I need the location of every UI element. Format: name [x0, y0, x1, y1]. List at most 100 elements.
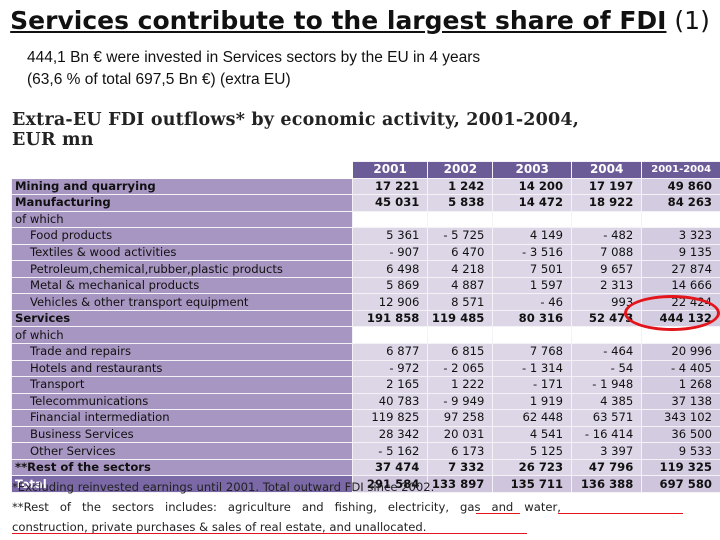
value-cell: 47 796 — [571, 458, 643, 477]
table-footnotes: *Excluding reinvested earnings until 200… — [12, 477, 702, 537]
value-cell: 7 768 — [492, 343, 573, 361]
value-cell: 37 138 — [641, 392, 720, 411]
slide-subtitle: 444,1 Bn € were invested in Services sec… — [27, 47, 707, 91]
value-cell: - 1 314 — [492, 359, 573, 378]
column-header: 2002 — [427, 161, 494, 179]
footnote-3: construction, private purchases & sales … — [12, 520, 427, 534]
table-row: Trade and repairs 6 877 6 815 7 768- 464 20 … — [11, 343, 720, 361]
value-cell: 343 102 — [641, 409, 720, 427]
value-cell: 6 815 — [427, 343, 494, 361]
table-row: Transport 2 165 1 222- 171- 1 948 1 268 — [11, 376, 720, 394]
value-cell: 12 906 — [351, 293, 429, 311]
value-cell: - 3 516 — [492, 243, 573, 262]
table-row: Total 291 584 133 897 135 711 136 388 697 580 — [11, 475, 720, 493]
value-cell — [571, 210, 643, 229]
row-label: Financial intermediation — [11, 409, 353, 427]
value-cell: 135 711 — [492, 475, 573, 493]
row-label: Vehicles & other transport equipment — [11, 293, 353, 311]
footnote-2: **Rest of the sectors includes: agricult… — [12, 500, 561, 514]
value-cell: 4 541 — [492, 425, 573, 444]
value-cell — [427, 210, 494, 229]
value-cell: - 16 414 — [571, 425, 643, 444]
value-cell: - 972 — [351, 359, 429, 378]
value-cell: 17 221 — [351, 177, 429, 196]
table-row: Vehicles & other transport equipment 12 9… — [11, 293, 720, 311]
value-cell: 20 996 — [641, 343, 720, 361]
value-cell: - 2 065 — [427, 359, 494, 378]
value-cell: 4 149 — [492, 227, 573, 245]
value-cell: 2 313 — [571, 276, 643, 295]
table-row: Food products 5 361- 5 725 4 149- 482 3 323 — [11, 227, 720, 245]
row-label: of which — [11, 210, 353, 229]
row-label: Trade and repairs — [11, 343, 353, 361]
value-cell: 4 887 — [427, 276, 494, 295]
value-cell: 84 263 — [641, 194, 720, 212]
table-heading: Extra-EU FDI outflows* by economic activ… — [12, 110, 652, 150]
value-cell: 9 657 — [571, 260, 643, 278]
header-corner — [11, 161, 353, 179]
subtitle-line-1: 444,1 Bn € were invested in Services sec… — [27, 49, 481, 66]
table-row: of which — [11, 326, 720, 345]
value-cell: 5 361 — [351, 227, 429, 245]
value-cell: 49 860 — [641, 177, 720, 196]
value-cell: 14 666 — [641, 276, 720, 295]
value-cell: 28 342 — [351, 425, 429, 444]
value-cell: 18 922 — [571, 194, 643, 212]
value-cell: 1 597 — [492, 276, 573, 295]
row-label: Telecommunications — [11, 392, 353, 411]
value-cell: 1 268 — [641, 376, 720, 394]
value-cell: - 464 — [571, 343, 643, 361]
value-cell: 14 200 — [492, 177, 573, 196]
value-cell: 291 584 — [351, 475, 429, 493]
value-cell: - 9 949 — [427, 392, 494, 411]
value-cell: 1 919 — [492, 392, 573, 411]
value-cell: 5 838 — [427, 194, 494, 212]
row-label: Metal & mechanical products — [11, 276, 353, 295]
value-cell: 2 165 — [351, 376, 429, 394]
value-cell: 97 258 — [427, 409, 494, 427]
value-cell: 9 135 — [641, 243, 720, 262]
value-cell — [492, 210, 573, 229]
row-label: Business Services — [11, 425, 353, 444]
table-heading-line-1: Extra-EU FDI outflows* by economic activ… — [12, 110, 580, 130]
value-cell: 20 031 — [427, 425, 494, 444]
value-cell: 7 332 — [427, 458, 494, 477]
value-cell: 63 571 — [571, 409, 643, 427]
table-row: Metal & mechanical products 5 869 4 887 1 5… — [11, 276, 720, 295]
row-label: Mining and quarrying — [11, 177, 353, 196]
table-row: Financial intermediation 119 825 97 258 62 … — [11, 409, 720, 427]
value-cell: 1 222 — [427, 376, 494, 394]
value-cell — [492, 326, 573, 345]
value-cell: 45 031 — [351, 194, 429, 212]
value-cell — [571, 326, 643, 345]
row-label: Hotels and restaurants — [11, 359, 353, 378]
value-cell — [351, 326, 429, 345]
table-row: Petroleum,chemical,rubber,plastic produc… — [11, 260, 720, 278]
value-cell: - 5 725 — [427, 227, 494, 245]
value-cell: 27 874 — [641, 260, 720, 278]
column-header: 2003 — [492, 161, 573, 179]
value-cell: 119 825 — [351, 409, 429, 427]
value-cell: 7 088 — [571, 243, 643, 262]
value-cell: 17 197 — [571, 177, 643, 196]
value-cell: 3 397 — [571, 442, 643, 460]
value-cell: 6 173 — [427, 442, 494, 460]
footnote-1: *Excluding reinvested earnings until 200… — [12, 480, 435, 494]
value-cell — [641, 210, 720, 229]
table-row: of which — [11, 210, 720, 229]
value-cell: 133 897 — [427, 475, 494, 493]
value-cell: 80 316 — [492, 309, 573, 328]
value-cell: 9 533 — [641, 442, 720, 460]
table-row: Services 191 858 119 485 80 316 52 473 444 13… — [11, 309, 720, 328]
value-cell: - 54 — [571, 359, 643, 378]
value-cell: 37 474 — [351, 458, 429, 477]
value-cell: 5 125 — [492, 442, 573, 460]
value-cell: 191 858 — [351, 309, 429, 328]
value-cell: 62 448 — [492, 409, 573, 427]
table-row: Manufacturing 45 031 5 838 14 472 18 922 84 2… — [11, 194, 720, 212]
row-label: **Rest of the sectors — [11, 458, 353, 477]
fdi-table: 2001 2002 2003 2004 2001-2004 Mining and… — [11, 161, 720, 493]
column-header: 2001-2004 — [641, 161, 720, 179]
value-cell: - 4 405 — [641, 359, 720, 378]
value-cell: 26 723 — [492, 458, 573, 477]
